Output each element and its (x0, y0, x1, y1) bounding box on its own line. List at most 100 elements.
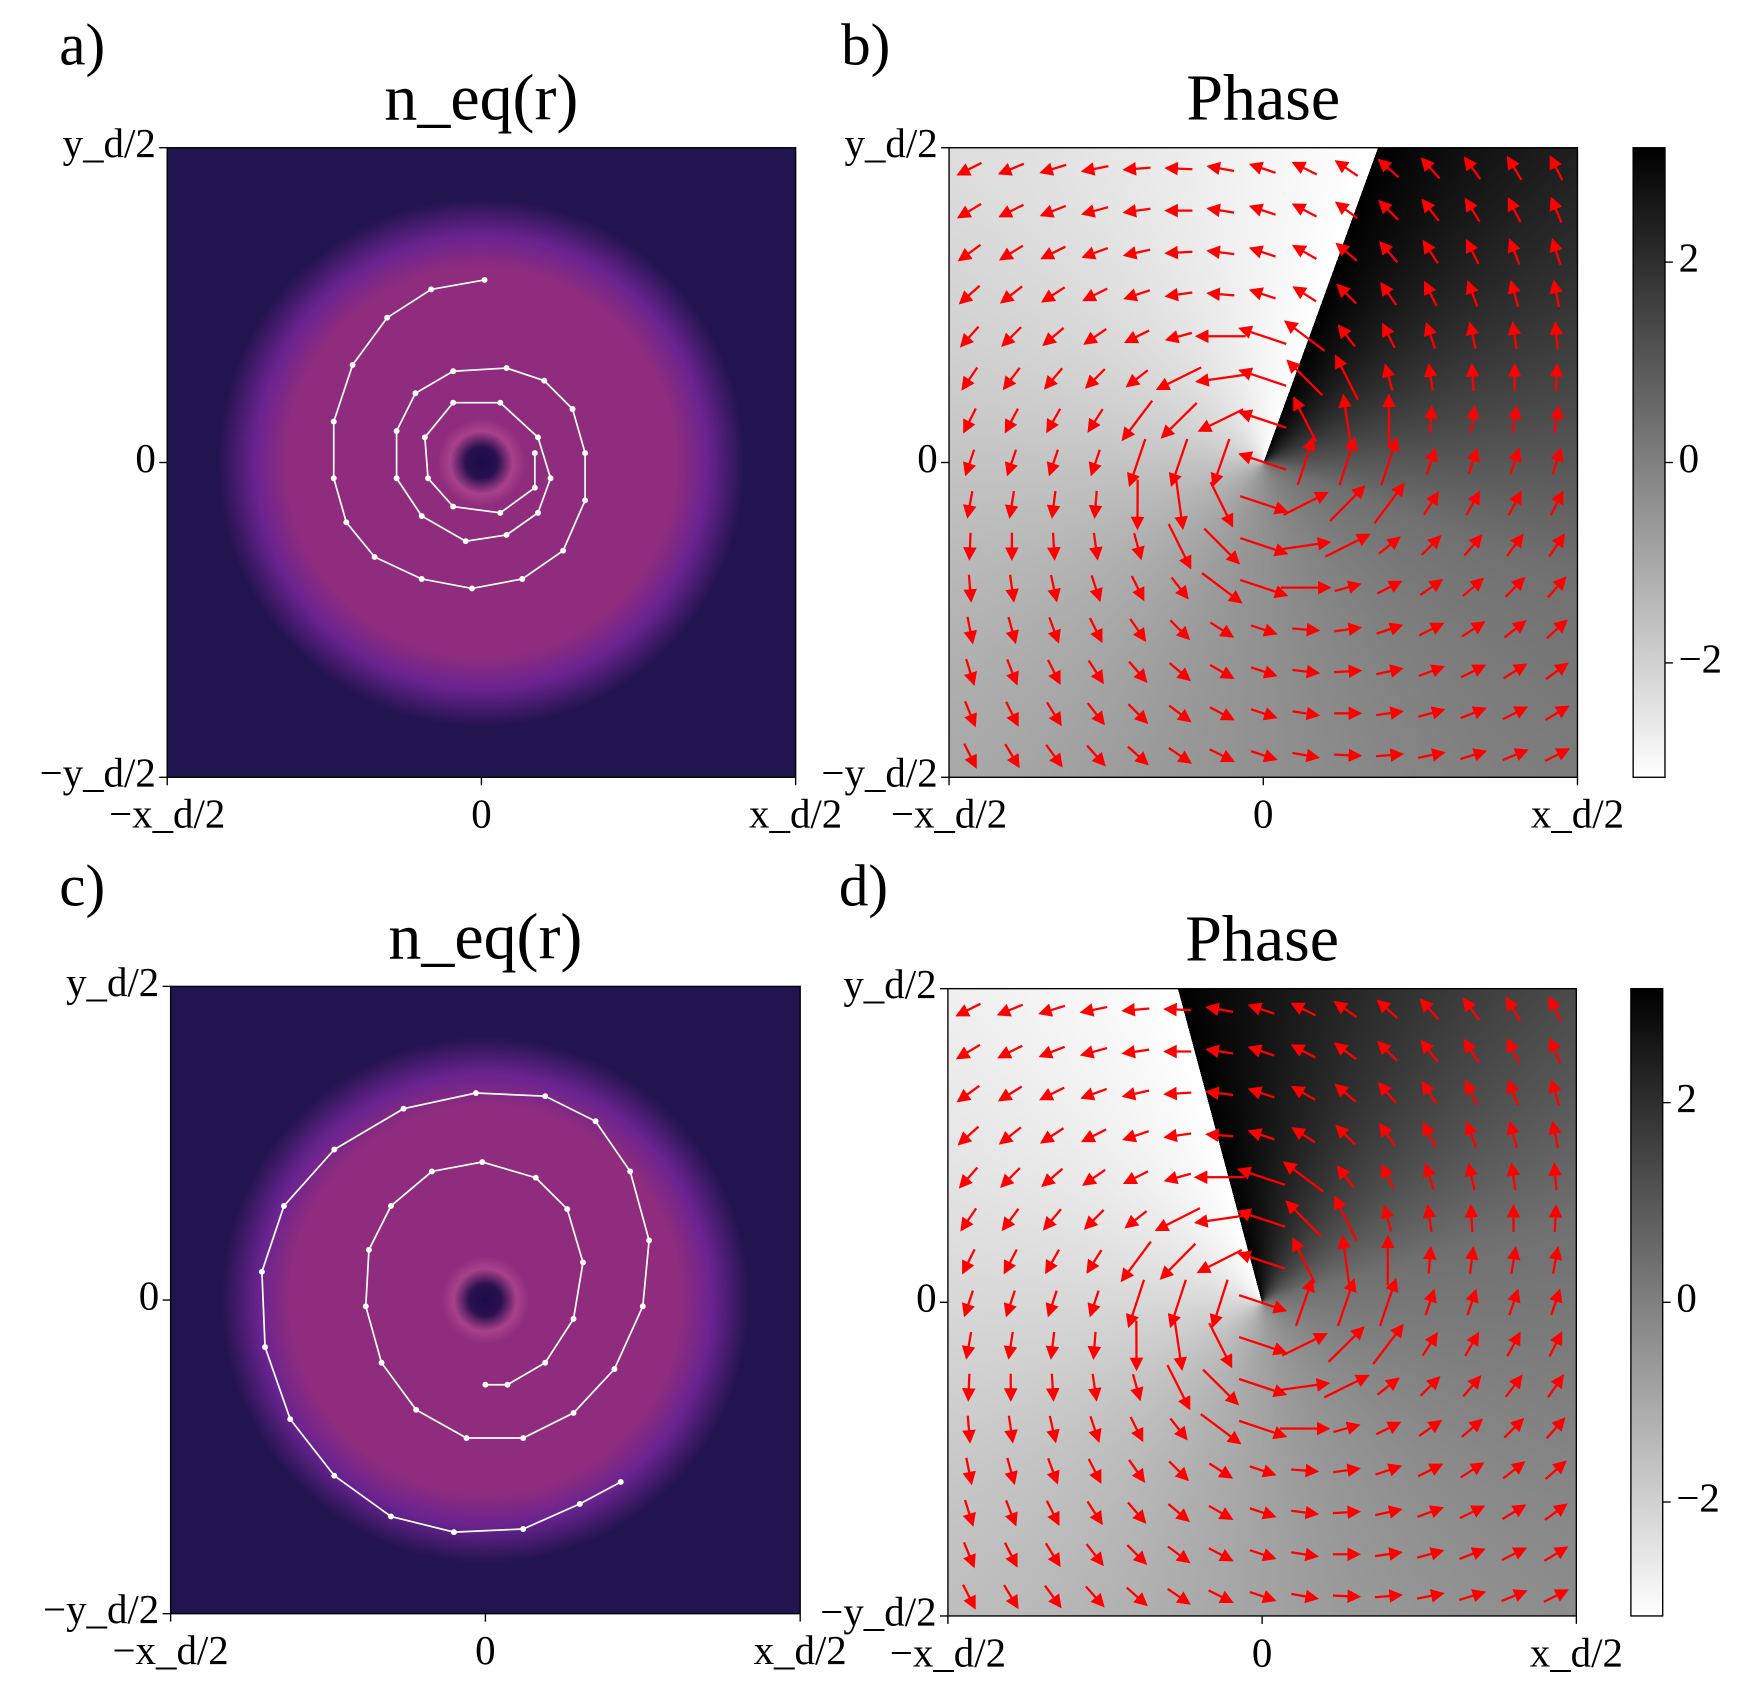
trajectory-point (627, 1168, 634, 1175)
quiver-arrow (964, 700, 977, 728)
quiver-arrow (1502, 748, 1529, 762)
quiver-arrow (1042, 326, 1065, 347)
quiver-arrow (1168, 1460, 1190, 1482)
quiver-arrow (1080, 1087, 1108, 1101)
quiver-arrow (1248, 245, 1276, 259)
quiver-arrow (1548, 1331, 1563, 1357)
quiver-arrow (1416, 1547, 1445, 1561)
trajectory-point (388, 1513, 394, 1520)
quiver-arrow (1292, 286, 1317, 303)
quiver-arrow (1129, 618, 1147, 643)
quiver-arrow (1381, 1163, 1395, 1190)
quiver-arrow (963, 743, 977, 769)
trajectory-point (428, 1168, 435, 1175)
quiver-arrow (1334, 622, 1363, 637)
trajectory-point (400, 1105, 407, 1112)
quiver-arrow (1422, 239, 1439, 264)
quiver-arrow (1087, 1331, 1102, 1360)
quiver-arrow (1424, 280, 1438, 307)
trajectory-point (365, 1246, 372, 1253)
quiver-arrow (1462, 577, 1485, 597)
quiver-arrow (1046, 659, 1061, 686)
quiver-arrow (1464, 1079, 1479, 1106)
trajectory-point (450, 399, 457, 406)
quiver-arrow (1248, 161, 1276, 175)
quiver-arrow (1043, 367, 1064, 390)
quiver-arrow (1121, 1044, 1150, 1059)
quiver-arrow (1047, 532, 1061, 561)
trajectory-point (535, 509, 541, 516)
quiver-arrow (1250, 707, 1278, 721)
trajectory-point (519, 576, 526, 582)
quiver-arrow (1424, 447, 1438, 475)
quiver-arrow (1506, 1331, 1521, 1357)
trajectory-point (646, 1237, 653, 1244)
quiver-arrow (1205, 1002, 1234, 1017)
quiver-arrow (1086, 744, 1106, 767)
quiver-arrow (1374, 1547, 1403, 1561)
trajectory-point (428, 286, 435, 293)
quiver-arrow (1377, 1081, 1398, 1104)
trajectory-point (413, 1406, 420, 1413)
quiver-arrow (1419, 578, 1444, 596)
quiver-arrow (1547, 576, 1567, 599)
y-tick-label: 0 (917, 436, 937, 481)
quiver-arrow (1292, 706, 1321, 721)
quiver-arrow (1461, 621, 1486, 638)
quiver-arrow (1039, 162, 1067, 176)
trajectory-point (569, 406, 576, 412)
quiver-arrow (958, 1166, 979, 1189)
quiver-arrow (1423, 1288, 1437, 1316)
quiver-arrow (1337, 1234, 1351, 1286)
quiver-arrow (1417, 1463, 1444, 1478)
quiver-arrow (1045, 1331, 1060, 1360)
quiver-arrow (1548, 1037, 1562, 1064)
quiver-arrow (1164, 287, 1193, 302)
quiver-arrow (1126, 438, 1147, 488)
quiver-arrow (1127, 703, 1149, 725)
quiver-arrow (1466, 404, 1480, 434)
quiver-arrow (1333, 1001, 1358, 1018)
quiver-arrow (962, 1415, 976, 1444)
quiver-arrow (1290, 1085, 1316, 1101)
quiver-arrow (1464, 1121, 1478, 1148)
quiver-arrow (1323, 1374, 1370, 1399)
quiver-arrow (1465, 490, 1481, 516)
quiver-arrow (1506, 1162, 1521, 1191)
trajectory-point (258, 1268, 265, 1275)
trajectory-point (497, 509, 504, 516)
quiver-arrow (1087, 1290, 1101, 1318)
quiver-arrow (998, 1126, 1022, 1145)
quiver-arrow (1375, 748, 1405, 762)
quiver-arrow (1292, 748, 1321, 763)
quiver-arrow (1005, 701, 1019, 727)
quiver-arrow (1003, 1584, 1019, 1610)
quiver-arrow (1334, 201, 1359, 220)
trajectory-point (482, 1381, 489, 1388)
trajectory-point (535, 434, 541, 441)
quiver-arrow (961, 1331, 976, 1360)
x-tick-label: 0 (1252, 1630, 1272, 1675)
trajectory-point (582, 497, 589, 504)
quiver-arrow (1285, 1200, 1322, 1238)
quiver-arrow (1164, 330, 1193, 344)
colorbar-tick-label: −2 (1679, 636, 1723, 681)
x-tick-label: x_d/2 (1530, 1630, 1623, 1675)
quiver-arrow (1238, 325, 1287, 346)
y-tick-label: y_d/2 (63, 121, 156, 166)
quiver-arrow (1507, 279, 1521, 308)
quiver-arrow (1507, 196, 1522, 223)
quiver-arrow (1550, 447, 1564, 475)
quiver-arrow (1332, 1589, 1362, 1604)
quiver-arrow (1419, 1375, 1441, 1397)
quiver-arrow (1550, 405, 1564, 433)
colorbar-tick-label: 0 (1679, 436, 1699, 481)
quiver-arrow (1459, 1547, 1486, 1561)
colorbar (1630, 987, 1664, 1617)
quiver-arrow (1292, 622, 1321, 637)
quiver-arrow (1154, 1207, 1201, 1232)
quiver-arrow (1507, 1288, 1521, 1316)
quiver-arrow (1423, 363, 1438, 392)
colorbar-tick-label: −2 (1676, 1475, 1720, 1520)
